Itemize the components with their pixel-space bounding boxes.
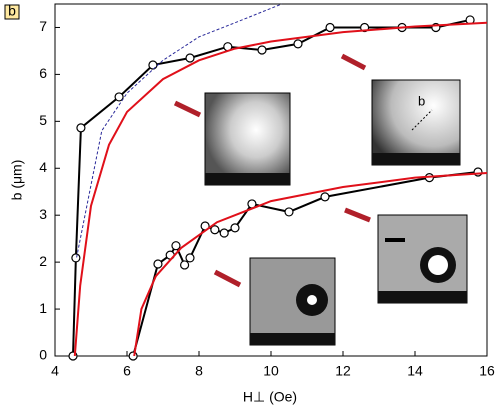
y-tick-label: 6 <box>39 65 47 81</box>
y-tick-label: 4 <box>39 159 47 175</box>
y-tick-label: 5 <box>39 112 47 128</box>
svg-text:b: b <box>418 93 425 108</box>
chart: b b H⊥ (Oe) b (μm) 4681012141601234567 <box>0 0 498 413</box>
data-point <box>149 61 157 69</box>
data-point <box>285 208 293 216</box>
x-tick-label: 10 <box>263 363 279 379</box>
data-point <box>72 254 80 262</box>
data-point <box>220 229 228 237</box>
data-point <box>294 40 302 48</box>
data-point <box>258 46 266 54</box>
x-tick-label: 14 <box>407 363 423 379</box>
data-point <box>326 23 334 31</box>
y-tick-label: 2 <box>39 253 47 269</box>
y-tick-label: 7 <box>39 18 47 34</box>
y-axis-label: b (μm) <box>9 160 25 201</box>
data-point <box>77 124 85 132</box>
data-point <box>129 352 137 360</box>
x-axis-label: H⊥ (Oe) <box>243 389 297 405</box>
x-tick-label: 4 <box>51 363 59 379</box>
data-point <box>172 242 180 250</box>
y-tick-label: 0 <box>39 347 47 363</box>
data-point <box>186 54 194 62</box>
x-tick-label: 6 <box>123 363 131 379</box>
data-point <box>115 93 123 101</box>
data-point <box>181 261 189 269</box>
data-point <box>321 193 329 201</box>
x-tick-label: 8 <box>195 363 203 379</box>
y-tick-label: 3 <box>39 206 47 222</box>
x-tick-label: 16 <box>479 363 495 379</box>
data-point <box>231 224 239 232</box>
y-tick-label: 1 <box>39 300 47 316</box>
x-tick-label: 12 <box>335 363 351 379</box>
data-point <box>154 260 162 268</box>
data-point <box>186 254 194 262</box>
data-point <box>474 168 482 176</box>
panel-label: b <box>8 3 16 19</box>
